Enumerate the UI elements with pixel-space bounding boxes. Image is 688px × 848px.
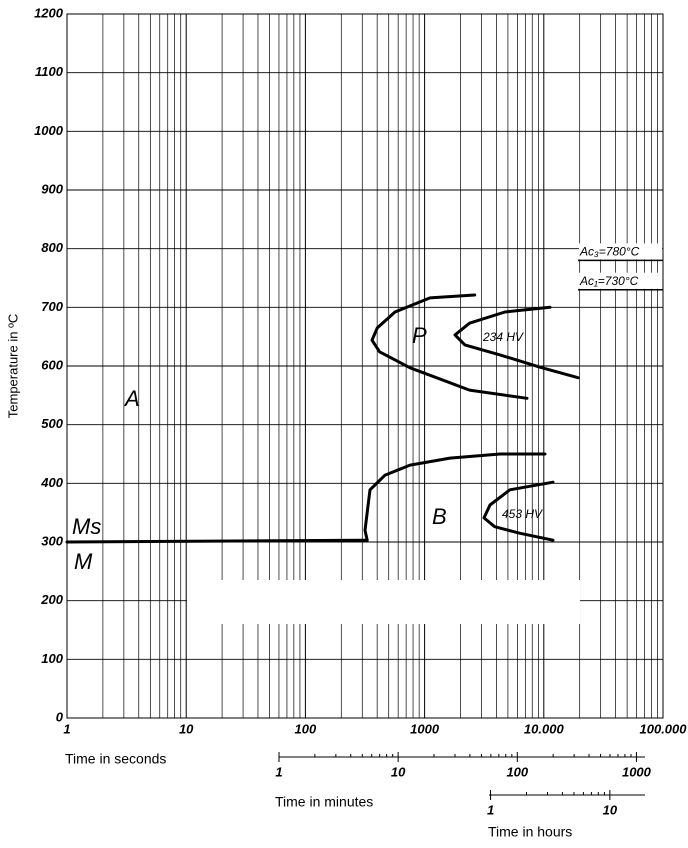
phase-label: Ms — [72, 514, 101, 539]
y-tick-label: 800 — [41, 240, 63, 255]
curve — [482, 480, 555, 542]
y-tick-label: 400 — [40, 475, 63, 490]
hours-axis-label: Time in hours — [488, 824, 572, 840]
x-tick-label: 1 — [275, 764, 282, 779]
label-bg — [579, 272, 662, 289]
phase-label: B — [432, 504, 447, 529]
y-tick-label: 100 — [41, 651, 63, 666]
y-axis-label: Temperature in ºC — [5, 314, 20, 418]
y-tick-label: 0 — [56, 709, 64, 724]
x-axis-label: Time in seconds — [65, 751, 166, 767]
x-tick-label: 100.000 — [640, 721, 688, 736]
x-tick-label: 10 — [179, 721, 194, 736]
x-tick-label: 1000 — [410, 721, 440, 736]
y-tick-label: 900 — [41, 181, 63, 196]
x-tick-label: 1 — [487, 802, 494, 817]
x-tick-label: 1 — [63, 721, 70, 736]
y-tick-label: 1200 — [34, 5, 64, 20]
x-tick-label: 10 — [603, 802, 618, 817]
reference-label: Ac₃=780°C — [579, 245, 640, 259]
y-tick-label: 600 — [41, 357, 63, 372]
hardness-label: 234 HV — [482, 330, 524, 344]
curve — [65, 452, 547, 544]
minutes-axis-label: Time in minutes — [275, 794, 373, 810]
x-tick-label: 10.000 — [524, 721, 565, 736]
phase-label: M — [74, 549, 93, 574]
y-tick-label: 500 — [41, 416, 63, 431]
hardness-label: 453 HV — [502, 507, 543, 521]
blank-region — [187, 580, 580, 624]
y-tick-label: 200 — [40, 592, 63, 607]
x-tick-label: 100 — [295, 721, 317, 736]
phase-label: A — [123, 386, 140, 411]
phase-label: P — [412, 323, 427, 348]
x-tick-label: 100 — [506, 764, 528, 779]
y-tick-label: 1000 — [34, 123, 64, 138]
y-tick-label: 700 — [41, 299, 63, 314]
reference-label: Ac₁=730°C — [579, 274, 639, 288]
x-tick-label: 1000 — [622, 764, 652, 779]
y-tick-label: 1100 — [35, 64, 64, 79]
x-tick-label: 10 — [391, 764, 406, 779]
curve — [453, 305, 580, 380]
y-tick-label: 300 — [41, 533, 63, 548]
label-bg — [579, 243, 662, 260]
curve — [370, 293, 529, 400]
